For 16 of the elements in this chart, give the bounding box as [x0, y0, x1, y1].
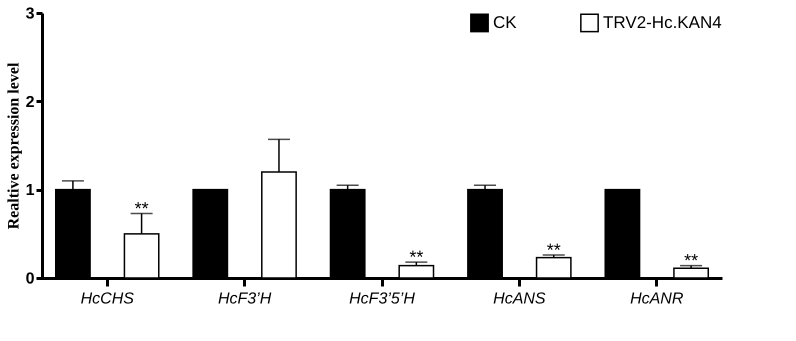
x-tick-label: HcF3’H	[218, 290, 272, 308]
legend-label: TRV2-Hc.KAN4	[603, 12, 722, 32]
x-tick-label: HcF3’5’H	[349, 290, 416, 308]
data-label: **	[546, 240, 561, 260]
x-tick-label: HcANS	[493, 290, 546, 308]
x-tick-label: HcANR	[630, 290, 684, 308]
y-tick-label: 2	[26, 94, 35, 111]
data-label: **	[134, 198, 149, 219]
legend-label: CK	[493, 12, 518, 32]
data-label: **	[684, 250, 698, 271]
y-axis-title: Realtive expression level	[6, 62, 23, 230]
data-label: **	[409, 247, 424, 268]
y-tick-label: 3	[26, 6, 35, 22]
y-tick-label: 0	[26, 270, 35, 288]
x-tick-label: HcCHS	[80, 290, 134, 308]
y-tick-label: 1	[26, 182, 35, 200]
